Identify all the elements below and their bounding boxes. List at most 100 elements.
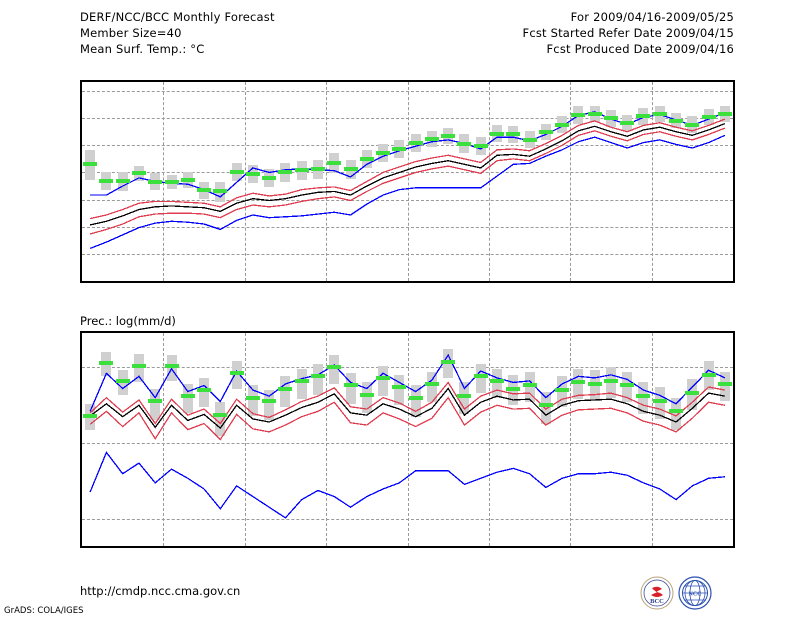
observed-mean-marker [310,374,325,379]
precipitation-plot-frame: -10116APR21APR26APR1MAY6MAY11MAY16MAY21M… [80,331,735,548]
observed-mean-marker [213,189,228,194]
observed-mean-marker [262,175,277,180]
ensemble-spread-bar [329,355,340,384]
observed-mean-marker [148,399,163,404]
observed-mean-marker [245,172,260,177]
precipitation-panel: -10116APR21APR26APR1MAY6MAY11MAY16MAY21M… [80,331,735,548]
observed-mean-marker [148,179,163,184]
observed-mean-marker [490,131,504,136]
series-line [90,111,726,198]
ensemble-spread-bar [264,390,275,421]
website-url[interactable]: http://cmdp.ncc.cma.gov.cn [80,584,241,598]
series-line [89,127,726,235]
observed-mean-marker [99,360,114,365]
observed-mean-marker [164,364,179,369]
series-line [89,118,726,220]
observed-mean-marker [392,385,407,389]
observed-mean-marker [538,129,553,134]
gridline-vertical [488,333,490,546]
observed-mean-marker [197,388,212,393]
precipitation-plot-area: -10116APR21APR26APR1MAY6MAY11MAY16MAY21M… [82,333,733,546]
variable-label-temperature: Mean Surf. Temp.: °C [80,42,205,56]
observed-mean-marker [685,122,700,127]
observed-mean-marker [376,375,391,380]
ensemble-spread-bar [426,371,437,403]
series-line [89,134,726,250]
series-line [89,396,725,441]
observed-mean-marker [473,374,488,379]
observed-mean-marker [636,394,651,399]
observed-mean-marker [620,383,635,388]
observed-mean-marker [99,178,114,183]
svg-text:NCC: NCC [689,592,702,598]
series-line [89,387,725,430]
observed-mean-marker [571,380,586,385]
ensemble-spread-bar [719,371,730,401]
observed-mean-marker [701,115,716,120]
svg-text:BCC: BCC [650,598,664,605]
ensemble-spread-bar [133,353,144,383]
observed-mean-marker [164,180,179,185]
variable-label-precipitation: Prec.: log(mm/d) [80,314,176,328]
observed-mean-marker [376,150,391,155]
gridline-vertical [407,333,409,546]
observed-mean-marker [587,381,602,386]
observed-mean-marker [571,112,586,117]
observed-mean-marker [587,111,602,116]
observed-mean-marker [652,111,667,116]
observed-mean-marker [229,371,244,376]
series-line [89,123,726,226]
observed-mean-marker [115,178,130,183]
observed-mean-marker [294,378,309,383]
ncc-logo: NCC [678,576,712,610]
observed-mean-marker [522,137,537,142]
observed-mean-marker [457,394,472,399]
ensemble-spread-bar [215,402,226,436]
observed-mean-marker [620,120,635,125]
observed-mean-marker [229,169,244,174]
forecast-period-label: For 2009/04/16-2009/05/25 [570,10,734,24]
gridline-vertical [407,82,409,281]
grads-credit: GrADS: COLA/IGES [4,606,84,616]
observed-mean-marker [327,365,342,370]
observed-mean-marker [245,395,260,400]
observed-mean-marker [343,166,358,171]
ensemble-spread-bar [459,382,470,415]
observed-mean-marker [83,162,98,167]
page-title: DERF/NCC/BCC Monthly Forecast [80,10,275,24]
ensemble-spread-bar [150,388,161,421]
observed-mean-marker [652,399,667,404]
member-size-label: Member Size=40 [80,26,182,40]
ensemble-spread-bar [671,397,682,430]
observed-mean-marker [197,187,212,192]
observed-mean-marker [603,116,618,121]
temperature-panel: 03691215182116APR21APR26APR1MAY6MAY11MAY… [80,80,735,283]
gridline-vertical [163,333,165,546]
gridline-vertical [326,333,328,546]
observed-mean-marker [457,141,472,146]
observed-mean-marker [424,136,439,141]
observed-mean-marker [441,134,456,139]
observed-mean-marker [180,177,195,182]
observed-mean-marker [717,111,732,116]
observed-mean-marker [408,396,423,401]
gridline-vertical [570,82,572,281]
gridline-vertical [570,333,572,546]
observed-mean-marker [262,399,277,404]
observed-mean-marker [115,378,130,383]
ensemble-spread-bar [312,364,323,395]
ensemble-spread-bar [540,391,551,424]
series-line [89,381,725,425]
observed-mean-marker [294,167,309,172]
series-line [89,451,725,519]
ensemble-spread-bar [345,373,356,404]
observed-mean-marker [669,118,684,123]
observed-mean-marker [310,166,325,171]
observed-mean-marker [278,386,293,391]
observed-mean-marker [538,403,553,408]
gridline-vertical [651,82,653,281]
observed-mean-marker [343,383,358,388]
observed-mean-marker [408,140,423,145]
observed-mean-marker [131,363,146,368]
